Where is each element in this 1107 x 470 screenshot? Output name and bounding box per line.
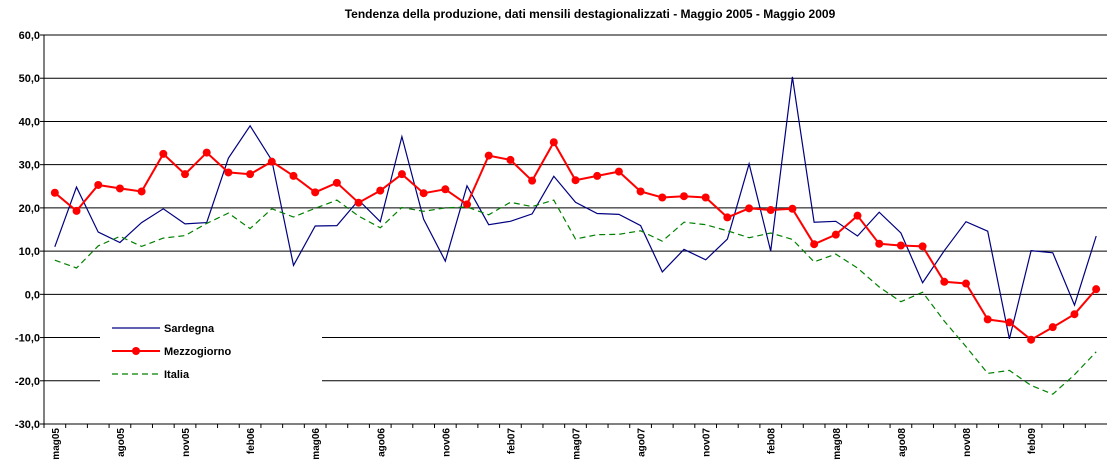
point [571,176,580,185]
y-tick-label: -30,0 [15,419,40,431]
x-tick-label: ago05 [116,428,127,457]
point [831,230,840,239]
point [181,170,190,179]
point [50,188,59,197]
x-tick-label: nov06 [441,428,452,457]
point [745,204,754,213]
point [463,200,472,209]
point [419,189,428,198]
x-tick-label: ago08 [897,428,908,457]
point [202,148,211,157]
point [137,187,146,196]
y-tick-label: 30,0 [19,160,40,172]
x-tick-label: feb07 [506,428,517,455]
x-tick-label: nov05 [181,428,192,457]
y-tick-label: 60,0 [19,30,40,42]
x-tick-label: mag07 [572,428,583,460]
series-line [54,199,1097,395]
series-line [54,140,1097,341]
y-tick-label: 50,0 [19,73,40,85]
point [376,186,385,195]
point [1027,335,1036,344]
plot-area [50,76,1101,395]
chart-title: Tendenza della produzione, dati mensili … [345,7,836,21]
x-tick-label: nov08 [962,428,973,457]
legend-marker [132,347,140,355]
series-line [54,76,1097,340]
point [701,193,710,202]
point [224,168,233,177]
x-tick-label: mag05 [51,428,62,460]
point [614,167,623,176]
x-tick-label: ago07 [637,428,648,457]
point [658,193,667,202]
point [332,178,341,187]
point [918,242,927,251]
point [246,170,255,179]
x-tick-label: ago06 [376,428,387,457]
x-tick-label: mag08 [832,428,843,460]
point [441,185,450,194]
y-tick-label: -20,0 [15,376,40,388]
point [94,180,103,189]
x-tick-label: feb06 [246,428,257,455]
x-tick-label: mag06 [311,428,322,460]
y-tick-label: 20,0 [19,203,40,215]
point [72,206,81,215]
x-tick-label: nov07 [702,428,713,457]
x-tick-label: feb08 [767,428,778,455]
point [766,206,775,215]
point [875,239,884,248]
y-tick-label: 10,0 [19,246,40,258]
y-tick-label: 40,0 [19,116,40,128]
legend-label: Italia [164,369,190,381]
point [506,155,515,164]
point [1092,285,1101,294]
point [397,170,406,179]
point [593,171,602,180]
point [983,315,992,324]
legend-label: Sardegna [164,323,215,335]
y-tick-label: 0,0 [25,289,40,301]
y-tick-label: -10,0 [15,333,40,345]
legend-label: Mezzogiorno [164,346,231,358]
point [528,176,537,185]
point [853,211,862,220]
point [159,149,168,158]
point [810,240,819,249]
point [788,204,797,213]
point [1048,323,1057,332]
point [961,279,970,288]
point [115,184,124,193]
x-tick-label: feb09 [1027,428,1038,455]
point [1070,310,1079,319]
point [549,138,558,147]
point [484,151,493,160]
point [940,277,949,286]
point [1005,318,1014,327]
point [679,192,688,201]
point [636,187,645,196]
point [896,241,905,250]
point [289,171,298,180]
point [723,213,732,222]
point [311,188,320,197]
point [354,198,363,207]
point [267,157,276,166]
